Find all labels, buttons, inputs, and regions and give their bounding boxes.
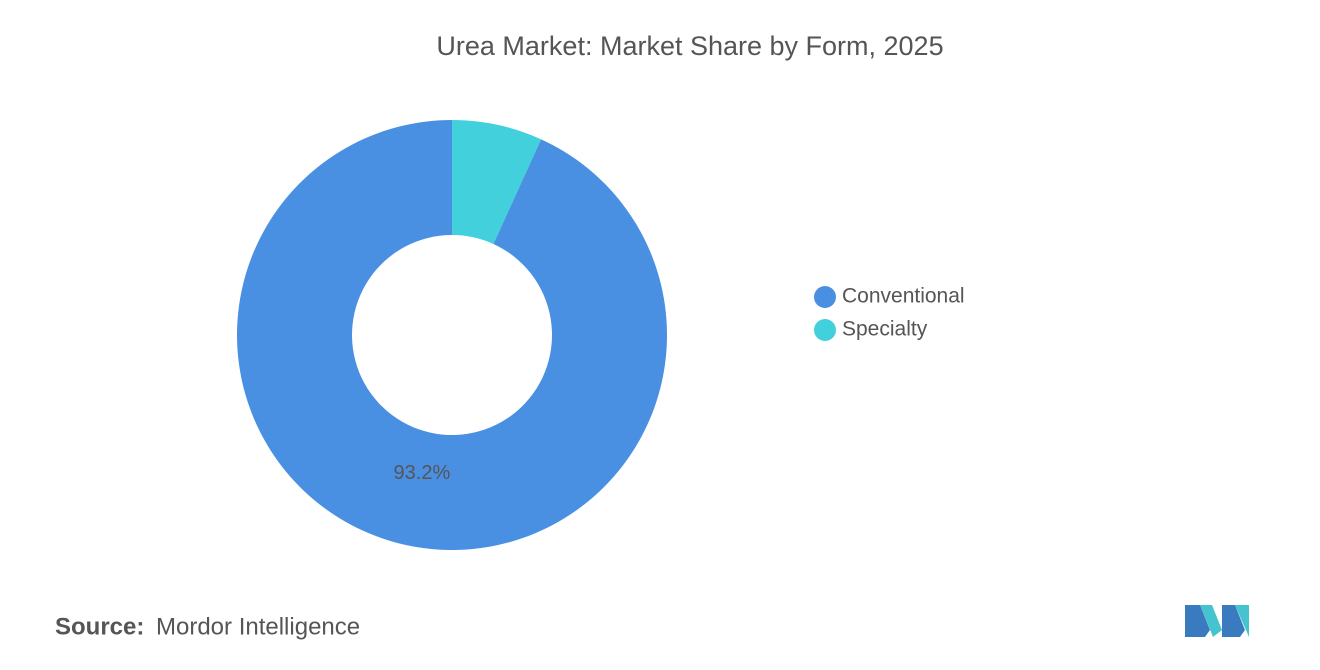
legend-label: Conventional	[842, 285, 965, 308]
slice	[237, 120, 668, 550]
logo	[1185, 605, 1249, 637]
legend-swatch	[814, 286, 836, 308]
slice	[452, 120, 542, 244]
chart-title: Urea Market: Market Share by Form, 2025	[436, 31, 943, 61]
source-label: Source:	[55, 613, 144, 640]
value-label: 93.2%	[394, 462, 451, 484]
source: Mordor Intelligence	[156, 613, 360, 640]
legend-swatch	[814, 319, 836, 341]
legend-label: Specialty	[842, 318, 928, 341]
